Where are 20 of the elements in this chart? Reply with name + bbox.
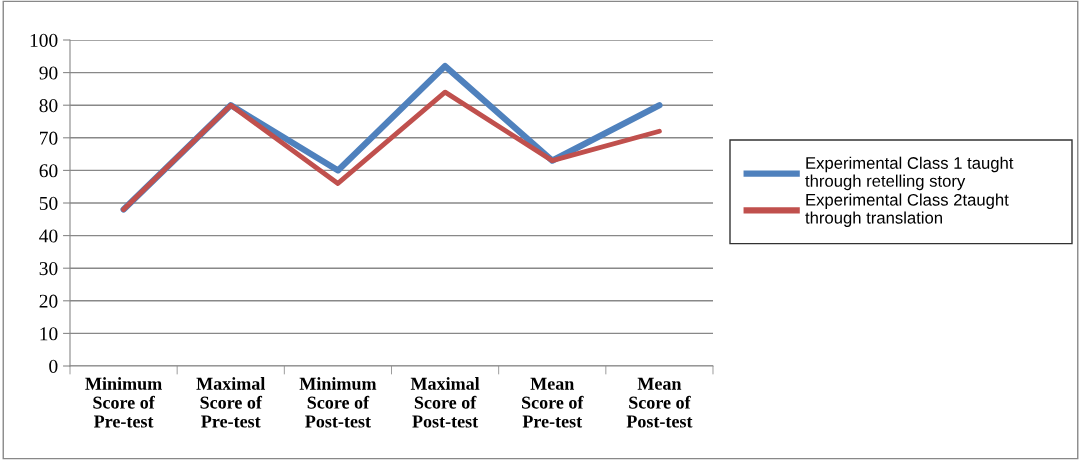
y-tick-label: 80 xyxy=(39,99,58,113)
y-tick-label: 90 xyxy=(39,66,58,80)
x-tick-label: Maximal Score of Post-test xyxy=(410,377,480,428)
legend-label: Experimental Class 2taught through translation xyxy=(805,193,1009,227)
line-series xyxy=(121,89,662,212)
x-tick-label: Maximal Score of Pre-test xyxy=(196,377,266,428)
y-tick-label: 10 xyxy=(40,327,58,341)
legend-label: Experimental Class 1 taught through retelling story xyxy=(805,156,1014,191)
x-tick-label: Minimum Score of Post-test xyxy=(299,377,377,428)
y-tick-label: 50 xyxy=(39,196,58,210)
y-tick-label: 60 xyxy=(39,164,58,178)
x-tick-label: Mean Score of Post-test xyxy=(626,377,693,428)
y-tick-label: 40 xyxy=(39,229,58,243)
y-tick-label: 20 xyxy=(39,294,58,308)
y-tick-label: 0 xyxy=(49,359,58,373)
x-tick-label: Mean Score of Pre-test xyxy=(522,377,584,428)
y-tick-label: 30 xyxy=(39,262,58,276)
y-tick-label: 70 xyxy=(40,131,58,145)
y-tick-label: 100 xyxy=(30,33,58,47)
x-tick-label: Minimum Score of Pre-test xyxy=(85,377,162,428)
